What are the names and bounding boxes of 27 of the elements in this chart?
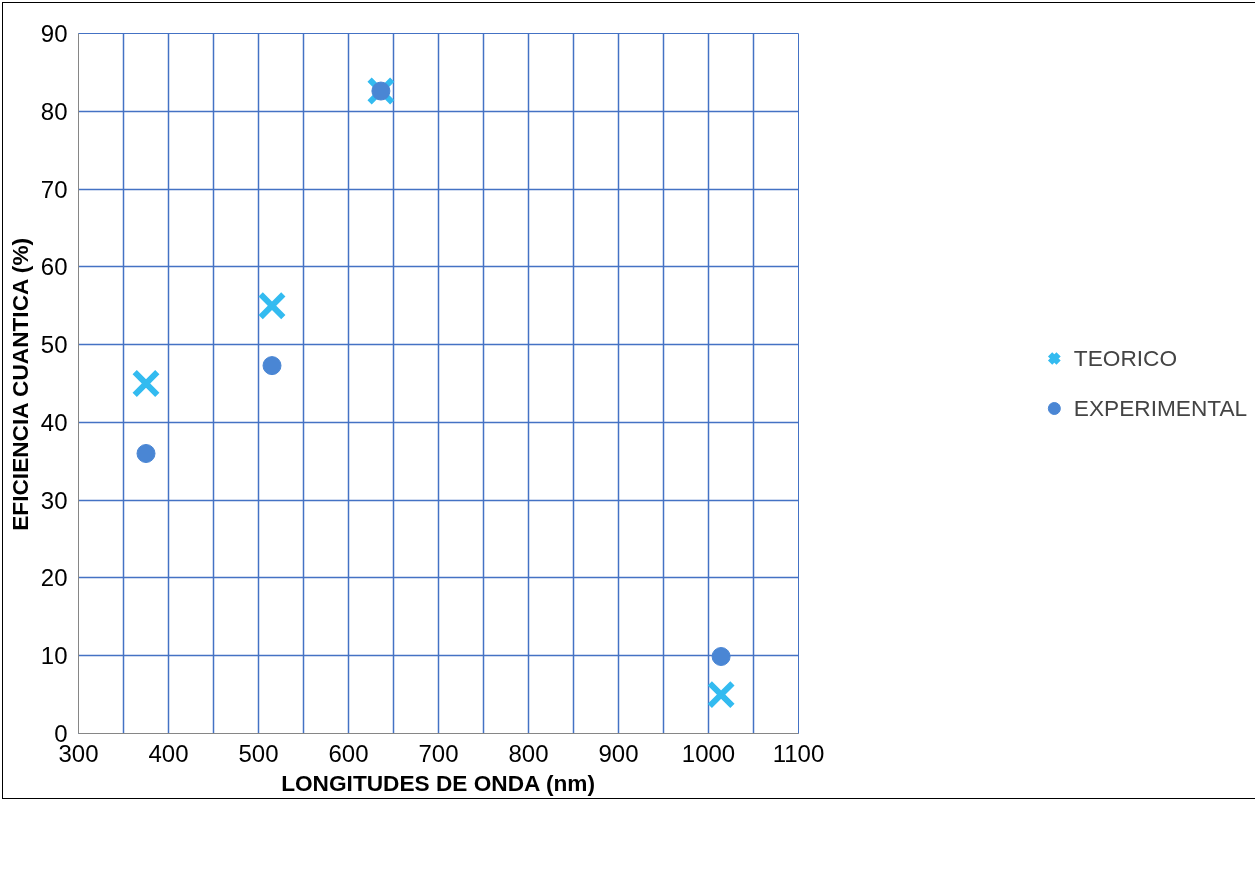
point [131, 369, 161, 398]
point [711, 647, 731, 666]
y-tick-label: 60 [40, 253, 68, 281]
y-tick-label: 10 [40, 642, 68, 670]
x-tick-label: 800 [508, 739, 549, 767]
y-tick-label: 70 [40, 175, 68, 203]
y-tick-label: 50 [40, 331, 68, 359]
point [257, 291, 287, 321]
y-tick-label: 80 [40, 97, 68, 125]
y-tick-label: 90 [40, 20, 68, 47]
x-tick-label: 900 [598, 739, 639, 767]
x-tick-label: 1100 [772, 739, 825, 767]
legend-label: EXPERIMENTAL [1073, 394, 1248, 422]
y-tick-label: 20 [40, 564, 68, 592]
x-tick-label: 500 [238, 739, 279, 767]
legend-label: TEORICO [1073, 344, 1178, 372]
point [262, 356, 282, 376]
x-tick-label: 600 [328, 739, 369, 767]
y-tick-label: 30 [40, 486, 68, 514]
point [706, 680, 736, 709]
x-axis-title: LONGITUDES DE ONDA (nm) [281, 769, 595, 796]
x-tick-label: 1000 [681, 739, 736, 767]
x-tick-label: 400 [148, 739, 189, 767]
point [136, 444, 156, 463]
y-tick-label: 40 [40, 408, 68, 436]
x-tick-label: 700 [418, 739, 459, 767]
y-axis-title: EFICIENCIA CUANTICA (%) [6, 237, 33, 531]
